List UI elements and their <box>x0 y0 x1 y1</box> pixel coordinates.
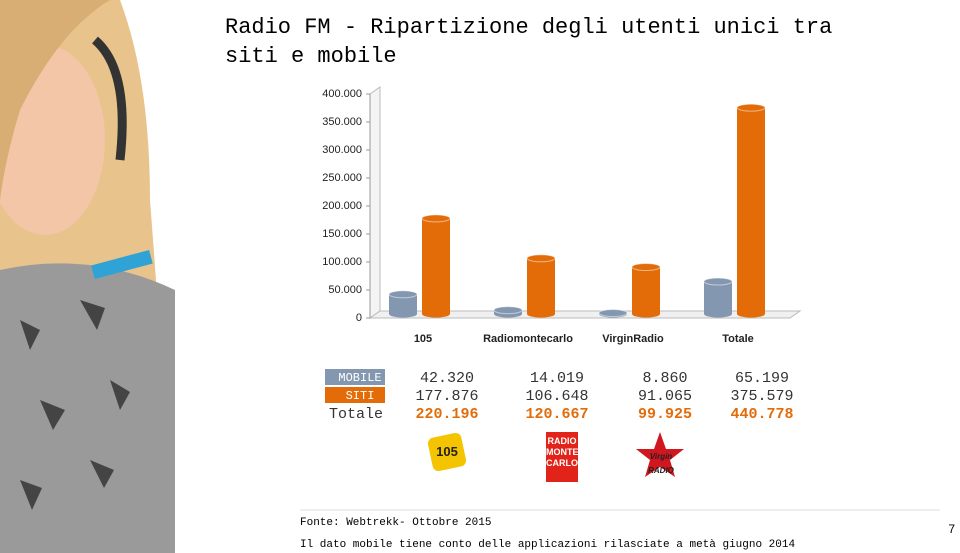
table-total: 99.925 <box>638 406 692 423</box>
y-tick-label: 300.000 <box>322 144 362 156</box>
chart: 0 50.000 100.000 150.000 200.000 250.000 300.0… <box>322 86 802 345</box>
table-cell: 42.320 <box>420 370 474 387</box>
table-cell: 177.876 <box>415 388 478 405</box>
bar-top <box>421 214 451 223</box>
bar-base <box>704 310 732 318</box>
title: siti e mobile <box>225 44 397 69</box>
table-cell: 375.579 <box>730 388 793 405</box>
bar-top <box>598 309 628 318</box>
bar-top <box>631 263 661 272</box>
source: Fonte: Webtrekk- Ottobre 2015 <box>300 517 491 529</box>
row-label: SITI <box>346 389 375 403</box>
bar <box>422 218 450 314</box>
x-tick-label: Radiomontecarlo <box>483 333 573 345</box>
table-total: 120.667 <box>525 406 588 423</box>
y-tick-label: 150.000 <box>322 228 362 240</box>
table-total: 440.778 <box>730 406 793 423</box>
bar-top <box>703 277 733 286</box>
table-total: 220.196 <box>415 406 478 423</box>
logo-text: 105 <box>436 444 458 459</box>
table-cell: 91.065 <box>638 388 692 405</box>
y-tick-label: 400.000 <box>322 88 362 100</box>
y-tick-label: 100.000 <box>322 256 362 268</box>
bar-base <box>737 310 765 318</box>
bar-top <box>526 254 556 263</box>
table-cell: 65.199 <box>735 370 789 387</box>
bar-top <box>493 306 523 315</box>
row-swatch <box>325 387 385 403</box>
bar <box>737 107 765 315</box>
x-tick-label: Totale <box>722 333 754 345</box>
y-tick-label: 50.000 <box>328 284 362 296</box>
bar-base <box>422 310 450 318</box>
bar <box>389 294 417 314</box>
x-tick-label: VirginRadio <box>602 333 664 345</box>
y-tick-label: 200.000 <box>322 200 362 212</box>
bar-base <box>527 310 555 318</box>
logos: 105 RADIO MONTE CARLO Virgin RADIO <box>427 432 684 482</box>
bar <box>632 267 660 314</box>
y-tick-label: 250.000 <box>322 172 362 184</box>
row-label: MOBILE <box>338 371 381 385</box>
row-label: Totale <box>329 406 383 423</box>
title: Radio FM - Ripartizione degli utenti uni… <box>225 15 832 40</box>
y-tick-label: 0 <box>356 312 362 324</box>
logo-text: Virgin RADIO <box>648 452 674 475</box>
row-swatch <box>325 369 385 385</box>
table-cell: 106.648 <box>525 388 588 405</box>
bar-top <box>736 103 766 112</box>
note: Il dato mobile tiene conto delle applica… <box>300 539 795 551</box>
photo <box>0 0 175 553</box>
table-cell: 8.860 <box>642 370 687 387</box>
x-tick-label: 105 <box>414 333 432 345</box>
table-cell: 14.019 <box>530 370 584 387</box>
page-number: 7 <box>948 522 955 536</box>
bar <box>704 281 732 314</box>
bar-top <box>388 290 418 299</box>
y-tick-label: 350.000 <box>322 116 362 128</box>
bar-base <box>632 310 660 318</box>
logo-text: RADIO MONTE CARLO <box>546 436 578 468</box>
bar <box>527 258 555 314</box>
bar-base <box>389 310 417 318</box>
